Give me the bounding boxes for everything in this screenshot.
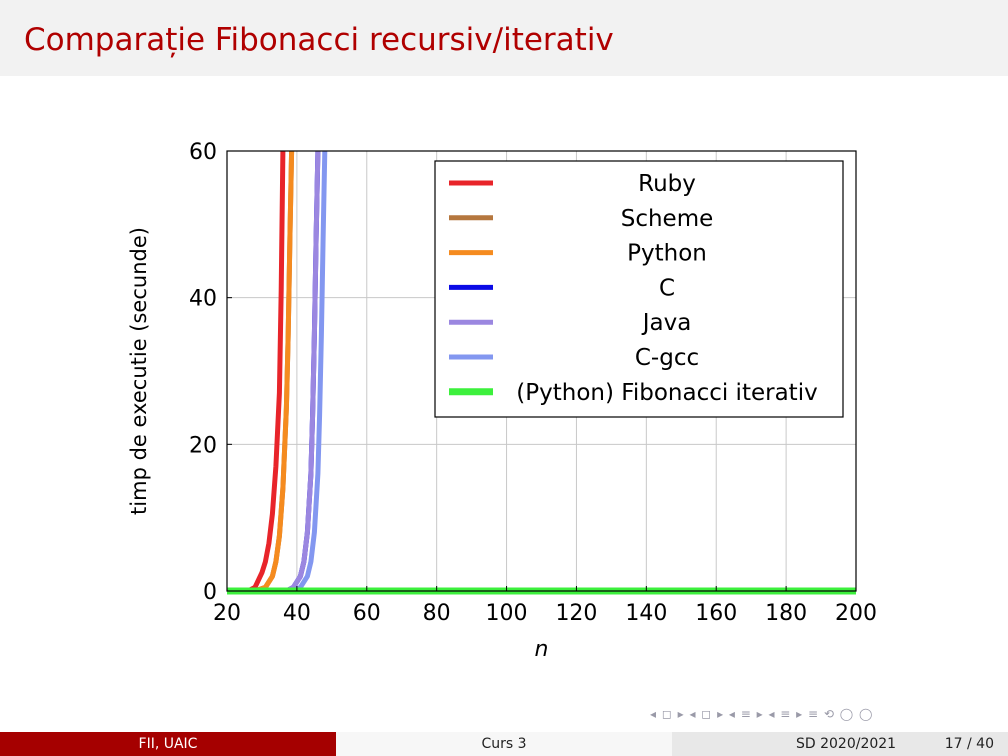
x-tick-label: 100	[486, 601, 528, 626]
legend-label: Scheme	[621, 206, 714, 232]
y-tick-label: 0	[203, 580, 217, 605]
legend-label: Python	[627, 241, 707, 267]
footer-institution: FII, UAIC	[0, 732, 336, 756]
slide-navigation-controls[interactable]: ◂ ◻ ▸ ◂ ◻ ▸ ◂ ≡ ▸ ◂ ≡ ▸ ≡ ⟲ ◯ ◯	[650, 707, 874, 721]
footer: FII, UAIC Curs 3 SD 2020/2021 17 / 40	[0, 732, 1008, 756]
x-tick-label: 180	[765, 601, 807, 626]
footer-lecture: Curs 3	[336, 732, 672, 756]
footer-right-panel: SD 2020/2021 17 / 40	[672, 732, 1008, 756]
footer-page-number: 17 / 40	[944, 736, 994, 752]
legend-label: (Python) Fibonacci iterativ	[516, 380, 817, 406]
x-tick-label: 80	[423, 601, 451, 626]
slide-title: Comparație Fibonacci recursiv/iterativ	[24, 22, 614, 58]
legend-label: Java	[641, 310, 692, 336]
legend-label: Ruby	[638, 171, 696, 197]
x-tick-label: 60	[353, 601, 381, 626]
x-tick-label: 20	[213, 601, 241, 626]
title-bar: Comparație Fibonacci recursiv/iterativ	[0, 0, 1008, 76]
x-tick-label: 140	[625, 601, 667, 626]
x-tick-label: 200	[835, 601, 877, 626]
footer-course: SD 2020/2021	[796, 736, 897, 752]
y-tick-label: 60	[189, 140, 217, 165]
legend-box	[434, 160, 844, 418]
x-axis-label: n	[535, 637, 549, 662]
y-tick-label: 20	[189, 433, 217, 458]
legend-label: C	[659, 275, 675, 301]
y-axis-label: timp de executie (secunde)	[127, 227, 151, 515]
y-tick-label: 40	[189, 287, 217, 312]
x-tick-label: 120	[555, 601, 597, 626]
plot-frame	[226, 150, 857, 592]
legend-label: C-gcc	[635, 345, 699, 371]
x-tick-label: 160	[695, 601, 737, 626]
x-tick-label: 40	[283, 601, 311, 626]
